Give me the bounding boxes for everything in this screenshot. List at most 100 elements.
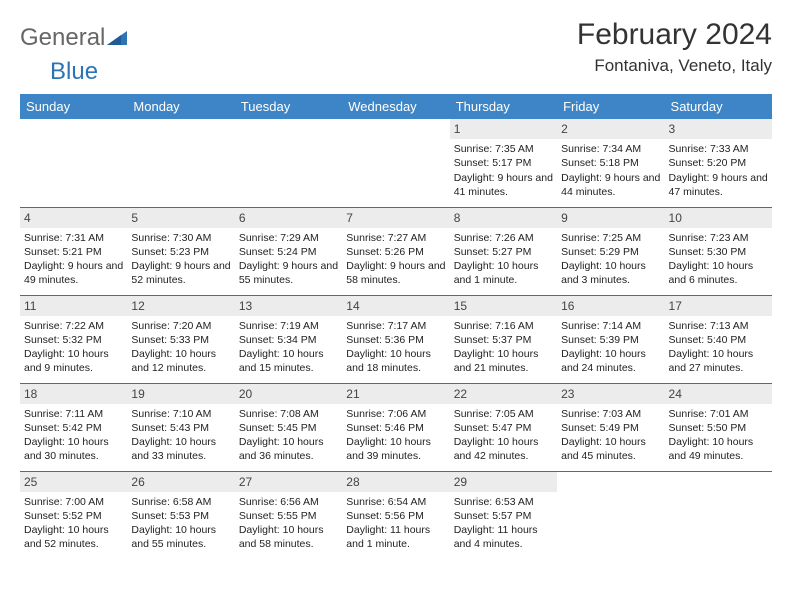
calendar-cell: 16Sunrise: 7:14 AMSunset: 5:39 PMDayligh… xyxy=(557,295,664,383)
calendar-cell: 26Sunrise: 6:58 AMSunset: 5:53 PMDayligh… xyxy=(127,471,234,559)
weekday-header: Friday xyxy=(557,94,664,119)
calendar-cell: 22Sunrise: 7:05 AMSunset: 5:47 PMDayligh… xyxy=(450,383,557,471)
day-number: 16 xyxy=(557,296,664,316)
daylight-text: Daylight: 10 hours and 21 minutes. xyxy=(454,347,553,375)
weekday-header: Thursday xyxy=(450,94,557,119)
daylight-text: Daylight: 9 hours and 55 minutes. xyxy=(239,259,338,287)
sunset-text: Sunset: 5:39 PM xyxy=(561,333,660,347)
calendar-cell: 25Sunrise: 7:00 AMSunset: 5:52 PMDayligh… xyxy=(20,471,127,559)
calendar-cell: 29Sunrise: 6:53 AMSunset: 5:57 PMDayligh… xyxy=(450,471,557,559)
sunrise-text: Sunrise: 7:01 AM xyxy=(669,407,768,421)
sunrise-text: Sunrise: 7:19 AM xyxy=(239,319,338,333)
daylight-text: Daylight: 10 hours and 33 minutes. xyxy=(131,435,230,463)
sunrise-text: Sunrise: 7:31 AM xyxy=(24,231,123,245)
day-number: 18 xyxy=(20,384,127,404)
day-number: 9 xyxy=(557,208,664,228)
sunset-text: Sunset: 5:40 PM xyxy=(669,333,768,347)
sunset-text: Sunset: 5:46 PM xyxy=(346,421,445,435)
sunset-text: Sunset: 5:27 PM xyxy=(454,245,553,259)
sunset-text: Sunset: 5:45 PM xyxy=(239,421,338,435)
daylight-text: Daylight: 10 hours and 6 minutes. xyxy=(669,259,768,287)
title-block: February 2024 Fontaniva, Veneto, Italy xyxy=(577,18,772,76)
day-number: 17 xyxy=(665,296,772,316)
sunrise-text: Sunrise: 6:58 AM xyxy=(131,495,230,509)
calendar-row: ....1Sunrise: 7:35 AMSunset: 5:17 PMDayl… xyxy=(20,119,772,207)
calendar-cell: 27Sunrise: 6:56 AMSunset: 5:55 PMDayligh… xyxy=(235,471,342,559)
calendar-cell: . xyxy=(235,119,342,207)
calendar-cell: 18 Sunrise: 7:11 AMSunset: 5:42 PMDayligh… xyxy=(20,383,127,471)
daylight-text: Daylight: 10 hours and 30 minutes. xyxy=(24,435,123,463)
calendar-cell: 23 Sunrise: 7:03 AMSunset: 5:49 PMDayligh… xyxy=(557,383,664,471)
day-number: 1 xyxy=(450,119,557,139)
logo-text-2: Blue xyxy=(20,58,98,85)
daylight-text: Daylight: 9 hours and 52 minutes. xyxy=(131,259,230,287)
calendar-cell: 13Sunrise: 7:19 AMSunset: 5:34 PMDayligh… xyxy=(235,295,342,383)
sunrise-text: Sunrise: 6:54 AM xyxy=(346,495,445,509)
day-number: 23 xyxy=(557,384,664,404)
sunrise-text: Sunrise: 7:16 AM xyxy=(454,319,553,333)
calendar-row: 4Sunrise: 7:31 AMSunset: 5:21 PMDaylight… xyxy=(20,207,772,295)
logo-text-1: General xyxy=(20,24,105,52)
calendar-cell: . xyxy=(20,119,127,207)
sunset-text: Sunset: 5:42 PM xyxy=(24,421,123,435)
daylight-text: Daylight: 10 hours and 58 minutes. xyxy=(239,523,338,551)
sunrise-text: Sunrise: 6:53 AM xyxy=(454,495,553,509)
month-title: February 2024 xyxy=(577,18,772,52)
day-number: 22 xyxy=(450,384,557,404)
day-number: 21 xyxy=(342,384,449,404)
calendar-row: 18Sunrise: 7:11 AMSunset: 5:42 PMDayligh… xyxy=(20,383,772,471)
calendar-cell: 19Sunrise: 7:10 AMSunset: 5:43 PMDayligh… xyxy=(127,383,234,471)
day-number: 25 xyxy=(20,472,127,492)
sunset-text: Sunset: 5:49 PM xyxy=(561,421,660,435)
sunset-text: Sunset: 5:34 PM xyxy=(239,333,338,347)
sunset-text: Sunset: 5:20 PM xyxy=(669,156,768,170)
sunrise-text: Sunrise: 7:06 AM xyxy=(346,407,445,421)
day-number: 11 xyxy=(20,296,127,316)
daylight-text: Daylight: 10 hours and 42 minutes. xyxy=(454,435,553,463)
sunrise-text: Sunrise: 7:35 AM xyxy=(454,142,553,156)
daylight-text: Daylight: 10 hours and 45 minutes. xyxy=(561,435,660,463)
sunrise-text: Sunrise: 7:05 AM xyxy=(454,407,553,421)
daylight-text: Daylight: 10 hours and 36 minutes. xyxy=(239,435,338,463)
calendar-head: Sunday Monday Tuesday Wednesday Thursday… xyxy=(20,94,772,119)
calendar-cell: 14Sunrise: 7:17 AMSunset: 5:36 PMDayligh… xyxy=(342,295,449,383)
day-number: 13 xyxy=(235,296,342,316)
calendar-cell: . xyxy=(557,471,664,559)
daylight-text: Daylight: 9 hours and 44 minutes. xyxy=(561,171,660,199)
sunset-text: Sunset: 5:23 PM xyxy=(131,245,230,259)
day-number: 10 xyxy=(665,208,772,228)
calendar-cell: 8Sunrise: 7:26 AMSunset: 5:27 PMDaylight… xyxy=(450,207,557,295)
sunrise-text: Sunrise: 7:03 AM xyxy=(561,407,660,421)
day-number: 14 xyxy=(342,296,449,316)
sunrise-text: Sunrise: 7:10 AM xyxy=(131,407,230,421)
day-number: 27 xyxy=(235,472,342,492)
sunset-text: Sunset: 5:36 PM xyxy=(346,333,445,347)
daylight-text: Daylight: 10 hours and 12 minutes. xyxy=(131,347,230,375)
sunrise-text: Sunrise: 7:33 AM xyxy=(669,142,768,156)
calendar-cell: 4Sunrise: 7:31 AMSunset: 5:21 PMDaylight… xyxy=(20,207,127,295)
daylight-text: Daylight: 10 hours and 3 minutes. xyxy=(561,259,660,287)
sunset-text: Sunset: 5:29 PM xyxy=(561,245,660,259)
weekday-header: Monday xyxy=(127,94,234,119)
calendar-cell: 6Sunrise: 7:29 AMSunset: 5:24 PMDaylight… xyxy=(235,207,342,295)
daylight-text: Daylight: 9 hours and 58 minutes. xyxy=(346,259,445,287)
day-number: 3 xyxy=(665,119,772,139)
calendar-cell: 20Sunrise: 7:08 AMSunset: 5:45 PMDayligh… xyxy=(235,383,342,471)
daylight-text: Daylight: 10 hours and 52 minutes. xyxy=(24,523,123,551)
calendar-cell: 9Sunrise: 7:25 AMSunset: 5:29 PMDaylight… xyxy=(557,207,664,295)
day-number: 8 xyxy=(450,208,557,228)
calendar-table: Sunday Monday Tuesday Wednesday Thursday… xyxy=(20,94,772,559)
calendar-cell: 17Sunrise: 7:13 AMSunset: 5:40 PMDayligh… xyxy=(665,295,772,383)
calendar-cell: . xyxy=(665,471,772,559)
sunrise-text: Sunrise: 7:11 AM xyxy=(24,407,123,421)
sunrise-text: Sunrise: 7:23 AM xyxy=(669,231,768,245)
location-label: Fontaniva, Veneto, Italy xyxy=(577,56,772,76)
daylight-text: Daylight: 10 hours and 24 minutes. xyxy=(561,347,660,375)
day-number: 4 xyxy=(20,208,127,228)
sunset-text: Sunset: 5:26 PM xyxy=(346,245,445,259)
sunrise-text: Sunrise: 7:26 AM xyxy=(454,231,553,245)
sunset-text: Sunset: 5:56 PM xyxy=(346,509,445,523)
daylight-text: Daylight: 10 hours and 49 minutes. xyxy=(669,435,768,463)
day-number: 2 xyxy=(557,119,664,139)
sunrise-text: Sunrise: 7:20 AM xyxy=(131,319,230,333)
